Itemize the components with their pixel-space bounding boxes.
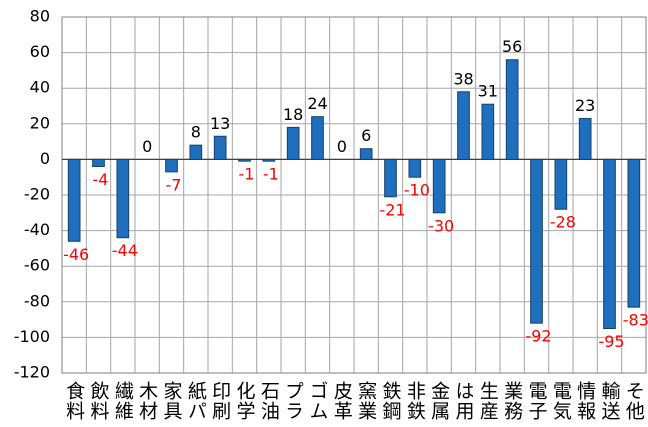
- x-tick-label: ゴム: [307, 381, 329, 421]
- bar: [189, 144, 203, 160]
- data-label: 8: [191, 123, 201, 142]
- x-tick-label: 非鉄: [404, 381, 426, 421]
- bar: [384, 158, 397, 198]
- bar: [627, 158, 641, 308]
- data-label: 0: [142, 137, 152, 156]
- x-tick-label: 石油: [258, 381, 280, 421]
- data-label: -44: [112, 241, 138, 260]
- x-tick-label: 木材: [136, 381, 158, 421]
- data-label: -46: [63, 245, 89, 264]
- bar: [554, 158, 568, 210]
- data-label: 6: [361, 126, 371, 145]
- y-tick-label: -20: [24, 185, 50, 204]
- bar: [603, 158, 616, 329]
- x-tick-label: プラ: [282, 381, 304, 421]
- bar: [530, 158, 543, 324]
- x-tick-label: 業務: [501, 381, 523, 421]
- x-tick-label: 繊維: [112, 381, 134, 421]
- x-tick-label: 家具: [161, 381, 183, 421]
- data-label: -30: [428, 216, 454, 235]
- x-tick-label: 電子: [526, 381, 548, 421]
- y-tick-label: 20: [30, 113, 50, 132]
- y-tick-label: -60: [24, 256, 50, 275]
- x-tick-label: 窯業: [355, 381, 377, 421]
- x-tick-label: 鉄鋼: [380, 381, 402, 421]
- y-tick-label: 40: [30, 78, 50, 97]
- plot-border: [61, 16, 647, 374]
- data-label: -83: [623, 311, 648, 330]
- y-tick-label: -80: [24, 291, 50, 310]
- y-tick-label: -120: [14, 363, 50, 382]
- bar: [311, 116, 324, 160]
- data-label: -92: [525, 327, 551, 346]
- x-tick-label: そ他: [623, 381, 645, 421]
- bar: [432, 158, 446, 214]
- data-label: 13: [210, 114, 230, 133]
- bar: [165, 158, 178, 173]
- x-tick-label: 皮革: [331, 381, 353, 421]
- x-tick-label: 情報: [574, 381, 596, 421]
- bar: [481, 103, 495, 160]
- bar: [505, 59, 519, 160]
- data-label: -10: [404, 181, 430, 200]
- data-label: 38: [453, 69, 473, 88]
- y-tick-label: 80: [30, 7, 50, 26]
- y-tick-label: -100: [14, 327, 50, 346]
- x-tick-label: 紙パ: [185, 381, 207, 421]
- data-label: 0: [337, 137, 347, 156]
- bar: [408, 158, 422, 178]
- x-tick-label: 印刷: [209, 381, 231, 421]
- data-label: -1: [239, 165, 255, 184]
- bar: [578, 117, 592, 160]
- y-tick-label: -40: [24, 220, 50, 239]
- bar: [457, 91, 470, 160]
- bar: [92, 158, 105, 168]
- data-label: 31: [478, 82, 498, 101]
- x-tick-label: 生産: [477, 381, 499, 421]
- data-label: -4: [93, 170, 109, 189]
- data-label: 24: [307, 94, 327, 113]
- x-tick-label: は用: [453, 381, 475, 421]
- x-tick-label: 飲料: [88, 381, 110, 421]
- data-label: 23: [575, 96, 595, 115]
- data-label: -7: [166, 175, 182, 194]
- y-tick-label: 60: [30, 42, 50, 61]
- x-tick-label: 食料: [63, 381, 85, 421]
- data-label: 56: [502, 37, 522, 56]
- bar: [262, 158, 276, 162]
- data-label: 18: [283, 105, 303, 124]
- x-tick-label: 金属: [428, 381, 450, 421]
- bar: [359, 148, 373, 160]
- data-label: -1: [263, 165, 279, 184]
- data-label: -28: [550, 213, 576, 232]
- bar: [67, 158, 81, 242]
- bar: [213, 135, 227, 160]
- x-tick-label: 電気: [550, 381, 572, 421]
- x-tick-label: 輸送: [599, 381, 621, 421]
- data-label: -95: [598, 332, 624, 351]
- bar: [116, 158, 130, 239]
- bar: [286, 126, 300, 160]
- bar: [238, 158, 251, 162]
- y-tick-label: 0: [40, 149, 50, 168]
- x-tick-label: 化学: [234, 381, 256, 421]
- data-label: -21: [379, 200, 405, 219]
